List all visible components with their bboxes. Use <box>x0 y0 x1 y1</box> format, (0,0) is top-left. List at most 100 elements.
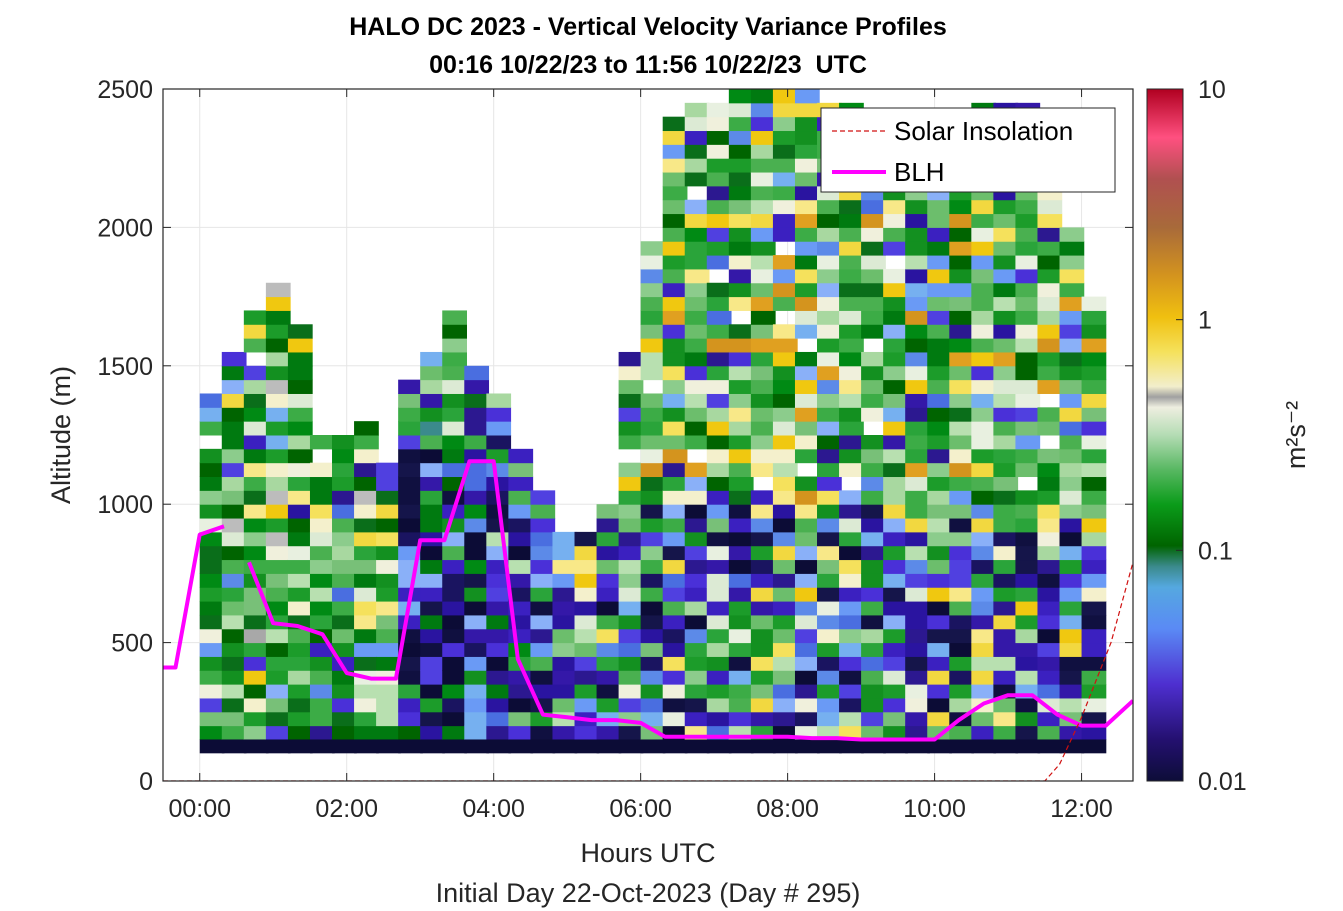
heatmap-cell <box>508 628 534 644</box>
heatmap-cell <box>376 628 401 644</box>
heatmap-cell <box>508 725 534 740</box>
heatmap-cell <box>618 518 644 533</box>
heatmap-cell <box>442 628 467 644</box>
heatmap-cell <box>772 296 798 311</box>
heatmap-cell <box>530 587 556 602</box>
heatmap-cell <box>420 684 445 699</box>
heatmap-cell <box>905 393 930 408</box>
legend-box <box>820 107 1116 193</box>
heatmap-cell <box>420 407 445 422</box>
heatmap-cell <box>662 268 688 284</box>
heatmap-cell <box>354 448 379 464</box>
heatmap-cell <box>750 102 776 118</box>
series-line-solar <box>163 562 1133 781</box>
heatmap-cell <box>993 255 1019 270</box>
heatmap-cell <box>243 725 269 740</box>
heatmap-cell <box>794 379 820 394</box>
heatmap-cell <box>706 324 732 339</box>
heatmap-cell <box>265 697 291 713</box>
heatmap-cell <box>905 656 930 671</box>
heatmap-cell <box>993 614 1019 630</box>
heatmap-cell <box>398 614 423 630</box>
heatmap-cell <box>971 310 997 325</box>
heatmap-cell <box>199 559 225 574</box>
heatmap-cell-base <box>596 739 622 754</box>
heatmap-cell <box>971 227 997 242</box>
heatmap-cell <box>949 421 975 436</box>
heatmap-cell <box>993 559 1019 574</box>
heatmap-cell <box>861 531 886 547</box>
heatmap-cell <box>332 642 357 657</box>
colorbar-ticks: 0.01 0.1 1 10 <box>1176 76 1247 796</box>
heatmap-cell-base <box>772 739 798 754</box>
heatmap-cell <box>839 421 864 436</box>
heatmap-cell <box>243 407 269 422</box>
heatmap-cell-base <box>684 739 710 754</box>
heatmap-cell <box>794 144 820 159</box>
heatmap-cell <box>750 158 776 173</box>
heatmap-cell <box>949 656 975 671</box>
heatmap-cell-base <box>309 739 335 754</box>
heatmap-cell <box>993 656 1019 671</box>
heatmap-cell <box>287 573 313 588</box>
heatmap-cell <box>927 573 952 588</box>
heatmap-cell <box>442 725 467 740</box>
heatmap-cell <box>706 504 732 519</box>
colorbar-bar <box>1146 88 1184 782</box>
heatmap-cell <box>794 268 820 284</box>
heatmap-cell <box>883 504 908 519</box>
heatmap-cell <box>772 89 798 104</box>
heatmap-cell <box>354 642 379 657</box>
heatmap-cell <box>905 268 930 284</box>
heatmap-cell <box>971 199 997 215</box>
heatmap-cell <box>728 158 754 173</box>
heatmap-cell <box>1015 531 1041 547</box>
heatmap-cell <box>1037 518 1063 533</box>
heatmap-cell <box>883 711 908 727</box>
heatmap-cell <box>596 614 622 630</box>
heatmap-cell <box>905 448 930 464</box>
heatmap-cell <box>574 697 600 713</box>
heatmap-cell <box>265 684 291 699</box>
heatmap-cell-base <box>199 739 225 754</box>
y-tick-label-2: 1000 <box>97 491 153 519</box>
heatmap-cell <box>309 531 335 547</box>
heatmap-cell <box>265 421 291 436</box>
heatmap-cell <box>662 435 688 450</box>
heatmap-cell <box>1081 448 1107 464</box>
heatmap-cell <box>464 628 490 644</box>
heatmap-cell <box>243 324 269 339</box>
heatmap-cell <box>1059 490 1085 505</box>
heatmap-cell <box>971 351 997 367</box>
heatmap-cell <box>728 365 754 381</box>
heatmap-cell <box>464 421 490 436</box>
heatmap-cell-base <box>332 739 357 754</box>
heatmap-cell <box>464 725 490 740</box>
heatmap-cell <box>794 199 820 215</box>
heatmap-cell <box>949 448 975 464</box>
heatmap-cell <box>640 531 666 547</box>
heatmap-cell <box>1015 310 1041 325</box>
heatmap-cell <box>772 255 798 270</box>
heatmap-cell <box>861 407 886 422</box>
heatmap-cell <box>1059 296 1085 311</box>
heatmap-cell <box>706 282 732 298</box>
heatmap-cell <box>993 448 1019 464</box>
heatmap-cell <box>1037 282 1063 298</box>
heatmap-cell <box>706 435 732 450</box>
heatmap-cell <box>706 199 732 215</box>
heatmap-cell <box>993 213 1019 228</box>
heatmap-cell-base <box>486 739 512 754</box>
heatmap-cell <box>1015 199 1041 215</box>
heatmap-cell <box>640 642 666 657</box>
heatmap-cell <box>971 518 997 533</box>
heatmap-cell <box>1081 518 1107 533</box>
heatmap-cell <box>927 199 952 215</box>
heatmap-cell <box>265 490 291 505</box>
heatmap-cell <box>596 684 622 699</box>
heatmap-cell <box>883 324 908 339</box>
heatmap-cell <box>839 268 864 284</box>
heatmap-cell <box>199 545 225 561</box>
heatmap-cell <box>927 587 952 602</box>
heatmap-cell <box>706 116 732 132</box>
